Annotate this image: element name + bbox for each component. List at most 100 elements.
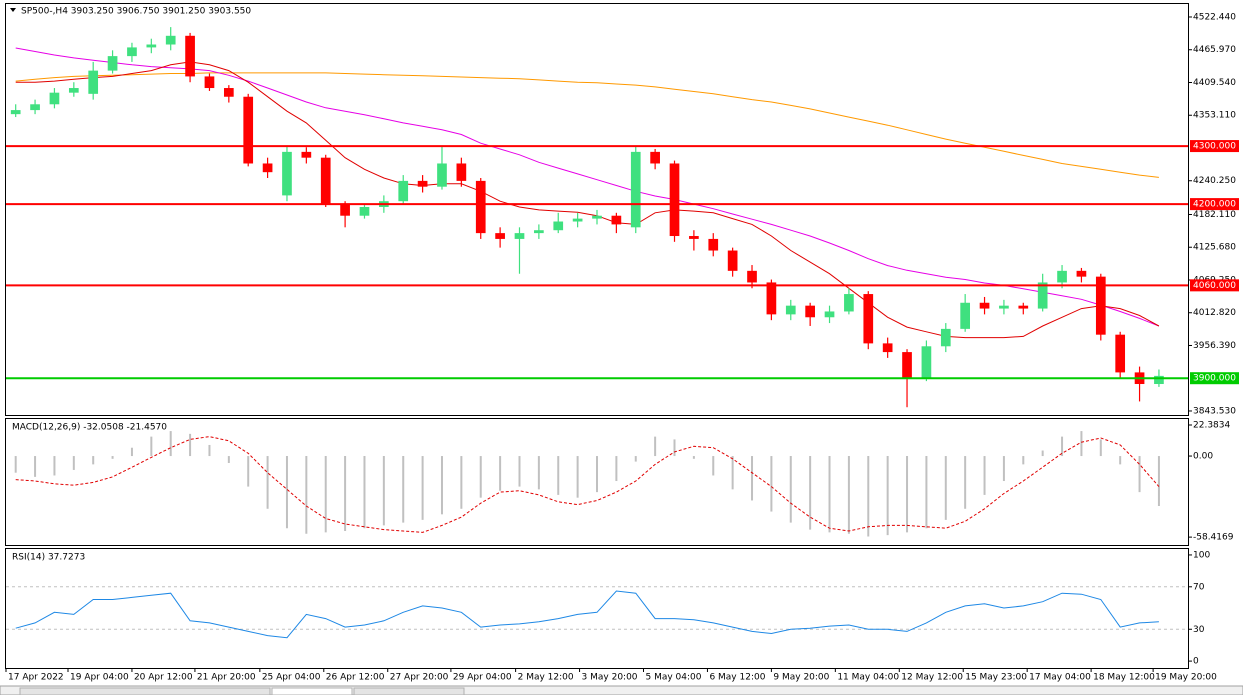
x-tick-label: 29 Apr 04:00 xyxy=(453,673,512,683)
x-tick-label: 21 Apr 20:00 xyxy=(197,673,256,683)
candle-body xyxy=(785,305,796,315)
candle-body xyxy=(185,35,195,77)
candle-body xyxy=(979,302,990,309)
y-tick-label: 4409.540 xyxy=(1193,78,1236,88)
x-tick-label: 11 May 04:00 xyxy=(837,673,899,683)
level-label: 3900.000 xyxy=(1193,374,1236,384)
candle-body xyxy=(243,96,254,164)
x-tick-label: 17 May 04:00 xyxy=(1029,673,1091,683)
y-tick-label: 4240.250 xyxy=(1193,176,1236,186)
tab-bar xyxy=(0,685,1243,695)
x-tick-label: 5 May 04:00 xyxy=(646,673,702,683)
level-label: 4060.000 xyxy=(1193,281,1236,291)
candle-body xyxy=(204,76,215,89)
y-tick-label: 0.00 xyxy=(1193,452,1213,462)
candle-body xyxy=(282,151,292,196)
candle-body xyxy=(262,163,273,173)
y-tick-label: 22.3834 xyxy=(1193,420,1230,430)
x-tick-label: 6 May 12:00 xyxy=(709,673,765,683)
candle-body xyxy=(747,270,757,283)
level-tag xyxy=(1190,372,1239,385)
candle-body xyxy=(1018,305,1029,309)
level-tag xyxy=(1190,279,1239,292)
candle-body xyxy=(495,233,505,239)
level-tag xyxy=(1190,140,1239,153)
candle-body xyxy=(1037,282,1048,309)
y-tick-label: 30 xyxy=(1193,625,1205,635)
candle-body xyxy=(1095,276,1106,335)
candle-body xyxy=(921,346,932,379)
candle-body xyxy=(592,215,602,219)
menu-arrow[interactable] xyxy=(10,8,16,12)
tab[interactable] xyxy=(353,687,465,695)
candle-body xyxy=(572,218,583,222)
candle-body xyxy=(882,343,893,353)
y-tick-label: 4182.110 xyxy=(1193,210,1236,220)
y-tick-label: -58.4169 xyxy=(1193,533,1234,543)
y-tick-label: 4522.440 xyxy=(1193,12,1236,22)
macd-pane xyxy=(5,418,1189,546)
signal-line xyxy=(15,436,1160,533)
x-tick-label: 18 May 12:00 xyxy=(1093,673,1155,683)
candle-body xyxy=(417,180,428,187)
candle-body xyxy=(863,294,874,344)
x-tick-label: 26 Apr 12:00 xyxy=(326,673,385,683)
rsi-title: RSI(14) 37.7273 xyxy=(12,553,85,563)
x-tick-label: 20 Apr 12:00 xyxy=(134,673,193,683)
moving-average xyxy=(15,72,1159,178)
candle-body xyxy=(708,238,719,251)
candle-body xyxy=(1115,334,1126,373)
candle-body xyxy=(49,92,60,105)
candle-body xyxy=(107,56,118,71)
chart-title: SP500-,H4 3903.250 3906.750 3901.250 390… xyxy=(21,7,251,17)
candle-body xyxy=(960,302,971,329)
tab[interactable] xyxy=(19,687,271,695)
x-tick-label: 25 Apr 04:00 xyxy=(262,673,321,683)
candle-body xyxy=(340,204,350,216)
level-tag xyxy=(1190,198,1239,211)
tab[interactable] xyxy=(271,687,353,695)
y-tick-label: 4012.820 xyxy=(1193,308,1236,318)
candle-body xyxy=(475,180,486,234)
candle-body xyxy=(844,294,854,312)
candle-body xyxy=(127,47,137,57)
moving-average xyxy=(15,61,1160,339)
candle-body xyxy=(999,305,1009,309)
candle-body xyxy=(611,215,622,225)
candle-body xyxy=(630,151,641,228)
candle-body xyxy=(689,236,699,239)
y-tick-label: 4353.110 xyxy=(1193,111,1236,121)
y-tick-label: 0 xyxy=(1193,657,1199,667)
candle-body xyxy=(805,305,815,318)
candle-body xyxy=(553,221,564,231)
candle-body xyxy=(301,151,312,158)
candle-body xyxy=(1057,270,1067,283)
candle-body xyxy=(320,157,331,205)
rsi-line xyxy=(15,590,1159,639)
candle-body xyxy=(456,163,467,181)
candle-body xyxy=(1154,375,1164,385)
x-tick-label: 3 May 20:00 xyxy=(582,673,638,683)
candle-body xyxy=(940,328,951,347)
x-tick-label: 27 Apr 20:00 xyxy=(390,673,449,683)
x-tick-label: 19 May 20:00 xyxy=(1155,673,1217,683)
candle-body xyxy=(68,88,79,93)
x-tick-label: 12 May 12:00 xyxy=(901,673,963,683)
main-pane xyxy=(5,3,1189,416)
candle-body xyxy=(30,104,40,111)
x-tick-label: 15 May 23:00 xyxy=(965,673,1027,683)
candle-body xyxy=(223,88,234,97)
candle-body xyxy=(437,163,447,187)
macd-title: MACD(12,26,9) -32.0508 -21.4570 xyxy=(12,423,167,433)
candle-body xyxy=(534,230,544,234)
y-tick-label: 70 xyxy=(1193,582,1205,592)
candle-body xyxy=(650,151,660,164)
y-tick-label: 4465.970 xyxy=(1193,45,1236,55)
candle-body xyxy=(727,250,738,271)
y-tick-label: 100 xyxy=(1193,550,1210,560)
candle-body xyxy=(902,352,912,379)
level-label: 4300.000 xyxy=(1193,142,1236,152)
candle-body xyxy=(514,233,525,239)
candle-body xyxy=(359,207,370,216)
